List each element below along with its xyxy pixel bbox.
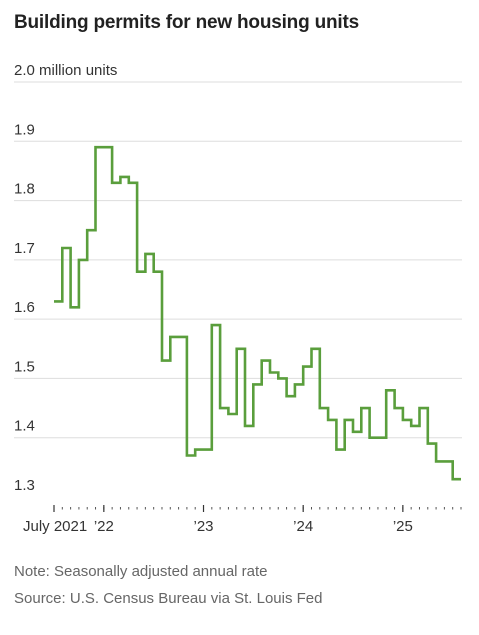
series-path: [54, 145, 461, 481]
x-tick-label: ’23: [193, 518, 213, 535]
x-axis: July 2021 ’22 ’23 ’24 ’25: [23, 505, 462, 535]
x-tick-label: ’24: [293, 518, 313, 535]
x-tick-label: ’25: [393, 518, 413, 535]
x-tick-label: ’22: [94, 518, 114, 535]
x-tick-label: July 2021: [23, 518, 87, 535]
chart-note: Note: Seasonally adjusted annual rate: [14, 563, 268, 580]
series-line: [54, 145, 461, 481]
y-tick-label: 1.5: [14, 358, 35, 375]
y-axis-labels: 1.3 1.4 1.5 1.6 1.7 1.8 1.9 2.0 million units: [14, 62, 117, 494]
chart-source: Source: U.S. Census Bureau via St. Louis…: [14, 590, 323, 607]
y-tick-label: 1.8: [14, 181, 35, 198]
y-tick-label: 1.3: [14, 477, 35, 494]
chart: 1.3 1.4 1.5 1.6 1.7 1.8 1.9 2.0 million units J…: [14, 62, 462, 535]
chart-title: Building permits for new housing units: [14, 12, 359, 33]
y-tick-label: 1.7: [14, 240, 35, 257]
y-tick-label: 1.9: [14, 121, 35, 138]
y-tick-label: 1.4: [14, 418, 35, 435]
y-tick-label: 1.6: [14, 299, 35, 316]
y-tick-label: 2.0 million units: [14, 62, 117, 79]
